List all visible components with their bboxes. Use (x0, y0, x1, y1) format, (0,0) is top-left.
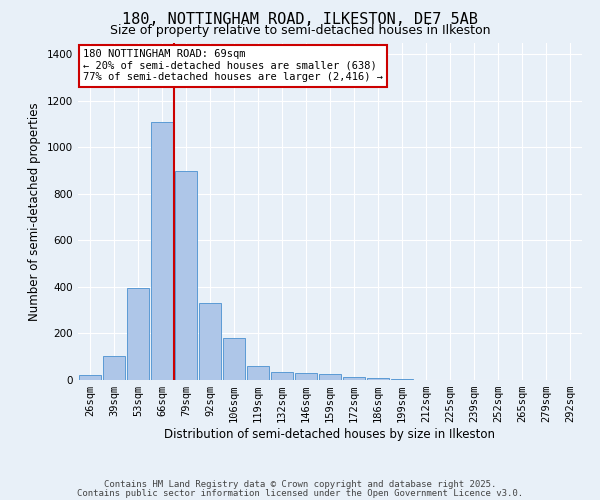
Bar (319, 374, 341, 380)
Text: 180, NOTTINGHAM ROAD, ILKESTON, DE7 5AB: 180, NOTTINGHAM ROAD, ILKESTON, DE7 5AB (122, 12, 478, 28)
Bar (223, 338, 245, 380)
Bar (79, 376, 101, 380)
Text: Contains HM Land Registry data © Crown copyright and database right 2025.: Contains HM Land Registry data © Crown c… (104, 480, 496, 489)
Bar (175, 170, 197, 380)
Bar (103, 356, 125, 380)
Y-axis label: Number of semi-detached properties: Number of semi-detached properties (28, 102, 41, 320)
Text: Size of property relative to semi-detached houses in Ilkeston: Size of property relative to semi-detach… (110, 24, 490, 37)
Bar (391, 379, 413, 380)
X-axis label: Distribution of semi-detached houses by size in Ilkeston: Distribution of semi-detached houses by … (164, 428, 496, 441)
Bar (271, 372, 293, 380)
Bar (343, 376, 365, 380)
Bar (199, 303, 221, 380)
Bar (127, 288, 149, 380)
Bar (151, 122, 173, 380)
Bar (247, 366, 269, 380)
Text: 180 NOTTINGHAM ROAD: 69sqm
← 20% of semi-detached houses are smaller (638)
77% o: 180 NOTTINGHAM ROAD: 69sqm ← 20% of semi… (83, 50, 383, 82)
Text: Contains public sector information licensed under the Open Government Licence v3: Contains public sector information licen… (77, 490, 523, 498)
Bar (367, 378, 389, 380)
Bar (295, 373, 317, 380)
